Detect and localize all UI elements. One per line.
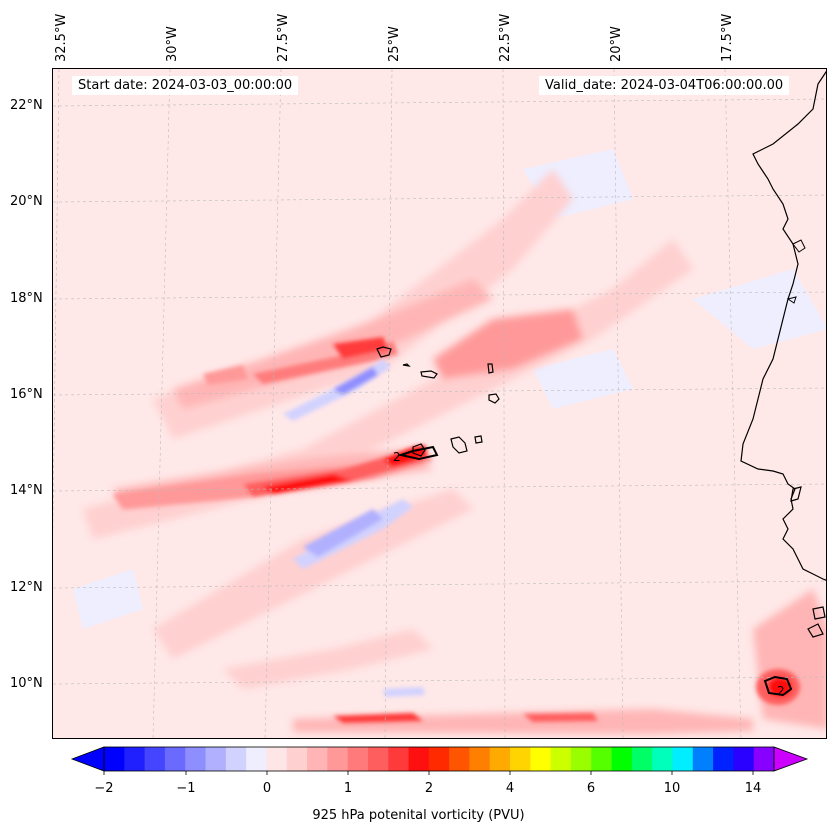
colorbar-tick-6: 6 [586,781,596,796]
colorbar-tick-neg1: −1 [176,781,196,796]
lat-label-12n: 12°N [10,580,43,595]
valid-date-label: Valid_date: 2024-03-04T06:00:00.00 [539,76,790,95]
pv-map: 2 2 [52,68,827,739]
colorbar-cell [246,747,267,771]
colorbar-cell [144,747,166,771]
lon-label-32.5w: 32.5°W [54,13,69,62]
colorbar-tick-neg2: −2 [94,781,114,796]
lat-label-22n: 22°N [10,98,43,113]
colorbar-title: 925 hPa potenital vorticity (PVU) [312,808,525,823]
colorbar-cell [713,747,734,771]
lat-label-10n: 10°N [10,676,43,691]
contour-line-2 [763,675,793,697]
colorbar-cell [550,747,572,771]
lat-label-16n: 16°N [10,387,43,402]
colorbar-cell [104,747,125,771]
colorbar-cell [327,747,349,771]
colorbar-cell [388,747,410,771]
colorbar-cell [611,747,633,771]
lat-label-14n: 14°N [10,483,43,498]
colorbar-cell [347,747,369,771]
lon-label-30w: 30°W [165,26,180,62]
colorbar-cell [631,747,653,771]
colorbar-cell [591,747,613,771]
colorbar-cell [266,747,288,771]
colorbar-cell [225,747,247,771]
positive-pv-bands [83,169,826,734]
african-coastline [740,70,826,638]
colorbar-extend-low [70,746,105,772]
start-date-label: Start date: 2024-03-03_00:00:00 [72,76,299,95]
colorbar-cell [286,747,308,771]
colorbar-cell [205,747,227,771]
colorbar-tick-14: 14 [744,781,762,796]
colorbar-tick-10: 10 [663,781,681,796]
colorbar-tick-1: 1 [343,781,353,796]
colorbar-extend-high [773,746,809,772]
colorbar-cell [672,747,694,771]
colorbar-cell [185,747,207,771]
colorbar-cell [124,747,146,771]
colorbar-cell [408,747,430,771]
colorbar-cell [733,747,755,771]
colorbar-cell [753,747,775,771]
contour-line-2-cv [397,445,439,461]
colorbar-cell [489,747,511,771]
colorbar-tick-4: 4 [505,781,515,796]
low-pv-streaks [283,359,425,697]
colorbar-cell [428,747,450,771]
colorbar-tick-2: 2 [424,781,434,796]
colorbar-tick-0: 0 [262,781,272,796]
lon-label-27.5w: 27.5°W [276,13,291,62]
colorbar-cell [469,747,491,771]
pv-field: 2 2 [53,69,826,738]
lon-label-22.5w: 22.5°W [498,13,513,62]
contour-label-2-south: 2 [777,684,785,698]
colorbar-cell [164,747,186,771]
colorbar-cell [530,747,552,771]
colorbar-cell [510,747,531,771]
colorbar-cell [692,747,714,771]
colorbar-outline [103,746,775,772]
lon-label-25w: 25°W [387,26,402,62]
coast-inlets [786,239,806,304]
colorbar-cell [307,747,328,771]
graticule [53,69,826,738]
lat-label-18n: 18°N [10,291,43,306]
lon-label-20w: 20°W [609,26,624,62]
colorbar-cell [367,747,389,771]
colorbar-cell [570,747,592,771]
colorbar-cell [449,747,470,771]
contour-label-2-north: 2 [393,450,401,464]
colorbar-cell [652,747,673,771]
colorbar-tick-marks [103,771,754,775]
lat-label-20n: 20°N [10,194,43,209]
cape-verde-islands [376,346,500,457]
lon-label-17.5w: 17.5°W [720,13,735,62]
colorbar-cells [104,747,775,771]
